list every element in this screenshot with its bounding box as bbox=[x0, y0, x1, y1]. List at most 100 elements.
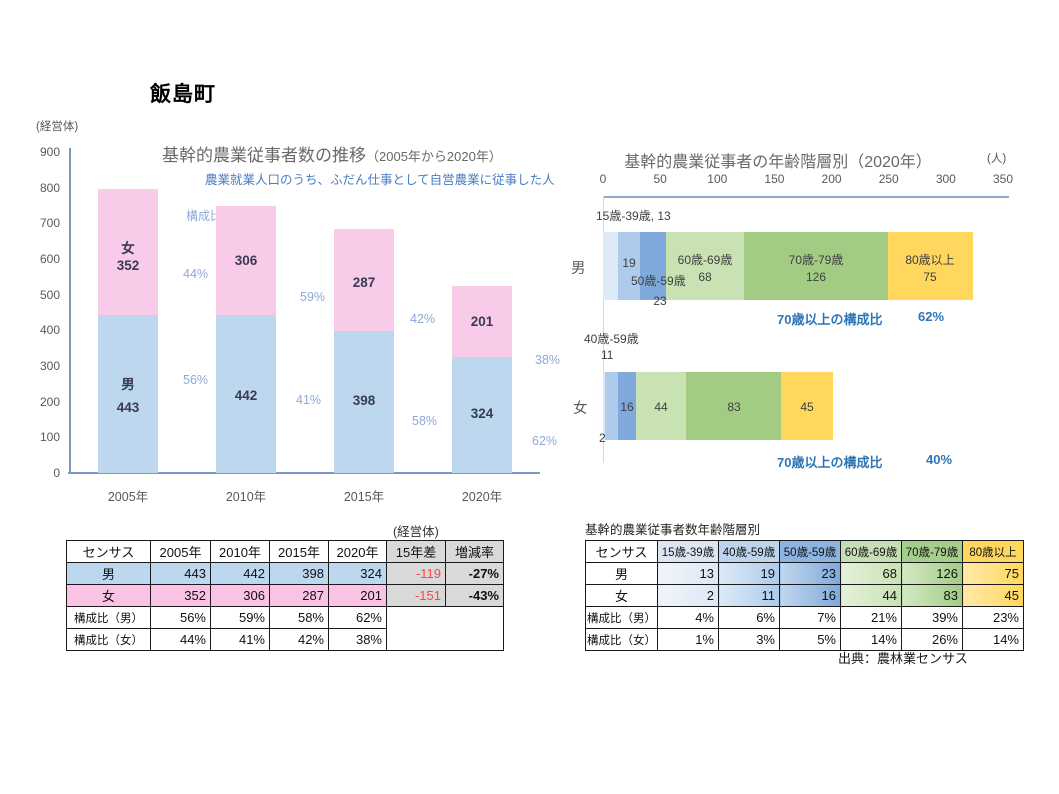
right-table-header: 80歳以上 bbox=[962, 540, 1024, 563]
chart1-y-tick-label: 200 bbox=[39, 394, 60, 409]
table-cell: 68 bbox=[840, 562, 902, 585]
hbar-segment-女-80歳以上 bbox=[781, 372, 833, 440]
bar-label-female-name: 女 bbox=[121, 241, 135, 256]
table-cell: 11 bbox=[718, 584, 780, 607]
diff-cell: -119 bbox=[386, 562, 446, 585]
female-over70-label: 70歳以上の構成比 bbox=[777, 455, 883, 470]
table-cell bbox=[386, 628, 446, 651]
chart1-subtitle: 農業就業人口のうち、ふだん仕事として自営農業に従事した人 bbox=[205, 173, 555, 187]
male-over70-label: 70歳以上の構成比 bbox=[777, 312, 883, 327]
chart2-x-axis-line bbox=[603, 196, 1009, 198]
hbar-segment-女-50歳-59歳 bbox=[617, 372, 637, 440]
male-age5-name: 70歳-79歳 bbox=[788, 253, 844, 267]
rate-cell: -43% bbox=[445, 584, 504, 607]
page-title: 飯島町 bbox=[150, 83, 216, 106]
left-table-caption: (経営体) bbox=[393, 525, 439, 539]
share-female-2015: 42% bbox=[410, 312, 436, 326]
table-cell: 44% bbox=[150, 628, 211, 651]
table-cell: 26% bbox=[901, 628, 963, 651]
female-age2-callout-name: 40歳-59歳 bbox=[584, 332, 639, 346]
chart1-x-axis-label: 2015年 bbox=[343, 490, 385, 504]
chart1-title: 基幹的農業従事者数の推移（2005年から2020年） bbox=[162, 141, 502, 166]
female-age2-callout-value: 11 bbox=[601, 348, 614, 362]
bar-label-female-2015: 287 bbox=[352, 275, 376, 290]
table-cell: 56% bbox=[150, 606, 211, 629]
share-male-2020: 62% bbox=[532, 434, 558, 448]
table-cell: 442 bbox=[210, 562, 270, 585]
row-label: 構成比（女） bbox=[66, 628, 151, 651]
chart1-y-tick-label: 0 bbox=[53, 466, 60, 480]
bar-segment-female-2010年 bbox=[216, 206, 276, 316]
table-cell: 443 bbox=[150, 562, 211, 585]
female-over70-share: 40% bbox=[926, 452, 953, 467]
male-age1-callout: 15歳-39歳, 13 bbox=[596, 209, 671, 223]
table-cell: 2 bbox=[657, 584, 719, 607]
bar-segment-female-2005年 bbox=[98, 189, 158, 315]
male-over70-share: 62% bbox=[918, 309, 945, 324]
age-table: センサス 15歳-39歳 40歳-59歳 50歳-59歳 60歳-69歳 70歳-79歳 8… bbox=[585, 540, 1024, 651]
table-cell bbox=[445, 606, 504, 629]
bar-segment-male-2005年 bbox=[98, 314, 158, 473]
table-cell: 6% bbox=[718, 606, 780, 629]
row-label: 構成比（女） bbox=[585, 628, 658, 651]
table-cell: 44 bbox=[840, 584, 902, 607]
hbar-segment-男-80歳以上 bbox=[887, 232, 974, 300]
right-table-header: 70歳-79歳 bbox=[901, 540, 963, 563]
left-table-header: 2005年 bbox=[150, 540, 211, 563]
table-cell: 5% bbox=[779, 628, 841, 651]
bar-label-male-2010: 442 bbox=[234, 388, 258, 403]
row-label: 女 bbox=[585, 584, 658, 607]
share-female-2020: 38% bbox=[535, 353, 561, 367]
chart2-x-tick-label: 50 bbox=[653, 172, 667, 186]
chart1-y-tick-label: 500 bbox=[39, 287, 60, 302]
bar-segment-male-2020年 bbox=[452, 357, 512, 473]
chart1-y-tick-label: 400 bbox=[39, 323, 60, 338]
hbar-segment-男-70歳-79歳 bbox=[743, 232, 888, 300]
table-cell: 126 bbox=[901, 562, 963, 585]
table-cell: 21% bbox=[840, 606, 902, 629]
right-table-header: 15歳-39歳 bbox=[657, 540, 719, 563]
table-cell: 42% bbox=[269, 628, 329, 651]
bar-label-male-2015: 398 bbox=[352, 393, 376, 408]
chart1-y-tick-label: 800 bbox=[39, 180, 60, 195]
female-age1-value: 2 bbox=[599, 431, 606, 445]
table-cell: 352 bbox=[150, 584, 211, 607]
row-label: 男 bbox=[66, 562, 151, 585]
left-table-header: 2010年 bbox=[210, 540, 270, 563]
female-age4-value: 44 bbox=[654, 400, 668, 414]
left-table-header: 2020年 bbox=[328, 540, 387, 563]
source-note: 出典：農林業センサス bbox=[838, 651, 968, 666]
bar-segment-female-2020年 bbox=[452, 285, 512, 358]
bar-label-male-2020: 324 bbox=[470, 406, 494, 421]
share-male-2015: 58% bbox=[412, 414, 438, 428]
table-cell: 23% bbox=[962, 606, 1024, 629]
table-cell: 45 bbox=[962, 584, 1024, 607]
chart2-unit-label: (人) bbox=[987, 153, 1007, 165]
table-cell: 38% bbox=[328, 628, 387, 651]
chart2-x-tick-label: 300 bbox=[935, 172, 956, 186]
hbar-segment-女-15歳-39歳 bbox=[603, 372, 606, 440]
chart2-x-tick-label: 250 bbox=[878, 172, 899, 186]
chart1-x-axis-line bbox=[68, 472, 540, 474]
chart1-y-tick-label: 900 bbox=[39, 145, 60, 159]
chart2-x-tick-label: 150 bbox=[764, 172, 785, 186]
bar-label-male-name: 男 bbox=[121, 377, 135, 392]
female-age3-value: 16 bbox=[620, 400, 634, 414]
row-label: 構成比（男） bbox=[585, 606, 658, 629]
chart1-y-axis-line bbox=[69, 148, 71, 474]
hbar-segment-男-15歳-39歳 bbox=[603, 232, 618, 300]
bar-label-female-2010: 306 bbox=[234, 253, 258, 268]
table-cell: 324 bbox=[328, 562, 387, 585]
table-cell: 14% bbox=[962, 628, 1024, 651]
table-cell: 16 bbox=[779, 584, 841, 607]
table-cell: 58% bbox=[269, 606, 329, 629]
chart2-title: 基幹的農業従事者の年齢階層別（2020年） bbox=[624, 154, 932, 171]
table-cell: 62% bbox=[328, 606, 387, 629]
chart2-x-tick-label: 200 bbox=[821, 172, 842, 186]
right-table-header: センサス bbox=[585, 540, 658, 563]
chart1-x-axis-label: 2010年 bbox=[225, 490, 267, 504]
male-age6-value: 75 bbox=[923, 270, 937, 284]
chart1-overlay-label: 構成比 bbox=[186, 209, 223, 223]
table-cell: 23 bbox=[779, 562, 841, 585]
